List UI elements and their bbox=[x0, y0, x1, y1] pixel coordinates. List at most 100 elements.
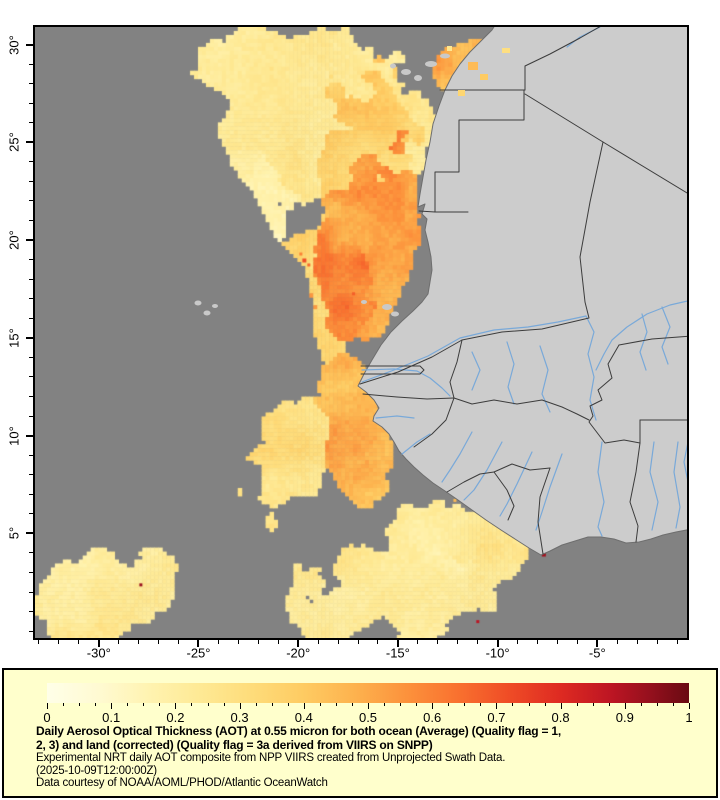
country-border bbox=[446, 471, 495, 493]
colorbar-tick-label: 0.4 bbox=[294, 710, 313, 725]
aot-land-patch bbox=[480, 74, 488, 80]
x-tick-label: -30° bbox=[86, 645, 111, 661]
island bbox=[401, 69, 411, 75]
x-minor-tick bbox=[417, 640, 419, 644]
map-plot-area bbox=[33, 25, 689, 640]
colorbar-minor-tick bbox=[319, 703, 321, 706]
country-border bbox=[461, 141, 604, 341]
colorbar-minor-tick bbox=[672, 703, 674, 706]
colorbar-minor-tick bbox=[255, 703, 257, 706]
colorbar-major-tick bbox=[239, 703, 241, 709]
river bbox=[673, 441, 681, 529]
river bbox=[649, 441, 659, 531]
y-major-tick bbox=[26, 239, 33, 242]
river bbox=[661, 306, 671, 365]
y-major-tick bbox=[26, 141, 33, 144]
colorbar-major-tick bbox=[111, 703, 113, 709]
colorbar-minor-tick bbox=[416, 703, 418, 706]
x-minor-tick bbox=[138, 640, 140, 644]
y-minor-tick bbox=[29, 200, 33, 202]
island bbox=[440, 53, 450, 59]
x-minor-tick bbox=[217, 640, 219, 644]
colorbar-major-tick bbox=[624, 703, 626, 709]
country-border bbox=[453, 397, 590, 421]
river bbox=[361, 368, 451, 397]
x-minor-tick bbox=[616, 640, 618, 644]
country-border bbox=[359, 339, 463, 385]
river bbox=[441, 431, 473, 483]
river bbox=[375, 415, 415, 419]
colorbar-minor-tick bbox=[384, 703, 386, 706]
colorbar-tick-label: 0 bbox=[43, 710, 51, 725]
x-minor-tick bbox=[477, 640, 479, 644]
y-minor-tick bbox=[29, 630, 33, 632]
caption-title-line-2: 2, 3) and land (corrected) (Quality flag… bbox=[36, 737, 433, 752]
colorbar-minor-tick bbox=[207, 703, 209, 706]
y-minor-tick bbox=[29, 63, 33, 65]
country-border bbox=[413, 397, 455, 448]
colorbar-minor-tick bbox=[271, 703, 273, 706]
colorbar-minor-tick bbox=[544, 703, 546, 706]
colorbar-major-tick bbox=[175, 703, 177, 709]
x-minor-tick bbox=[58, 640, 60, 644]
country-border bbox=[493, 463, 551, 473]
country-border bbox=[588, 344, 641, 444]
x-major-tick bbox=[496, 640, 499, 647]
river bbox=[471, 351, 481, 391]
aot-land-patch bbox=[458, 90, 465, 96]
colorbar-minor-tick bbox=[400, 703, 402, 706]
x-minor-tick bbox=[676, 640, 678, 644]
y-tick-label: 15° bbox=[6, 328, 22, 348]
y-minor-tick bbox=[29, 220, 33, 222]
legend-panel: Daily Aerosol Optical Thickness (AOT) at… bbox=[2, 668, 718, 798]
x-tick-label: -5° bbox=[588, 645, 606, 661]
figure-caption: Daily Aerosol Optical Thickness (AOT) at… bbox=[36, 724, 706, 790]
y-minor-tick bbox=[29, 513, 33, 515]
river bbox=[535, 453, 563, 531]
colorbar-major-tick bbox=[496, 703, 498, 709]
x-minor-tick bbox=[457, 640, 459, 644]
x-major-tick bbox=[396, 640, 399, 647]
y-tick-label: 20° bbox=[6, 230, 22, 250]
y-tick-label: 10° bbox=[6, 425, 22, 446]
colorbar-minor-tick bbox=[79, 703, 81, 706]
x-minor-tick bbox=[158, 640, 160, 644]
colorbar-tick-label: 0.9 bbox=[615, 710, 634, 725]
y-minor-tick bbox=[29, 415, 33, 417]
x-major-tick bbox=[197, 640, 200, 647]
country-border bbox=[360, 365, 425, 375]
y-minor-tick bbox=[29, 180, 33, 182]
colorbar-minor-tick bbox=[95, 703, 97, 706]
colorbar-tick-label: 0.3 bbox=[230, 710, 249, 725]
x-minor-tick bbox=[317, 640, 319, 644]
colorbar-tick-label: 0.5 bbox=[358, 710, 378, 725]
island bbox=[425, 61, 437, 67]
river bbox=[585, 315, 597, 421]
colorbar-minor-tick bbox=[223, 703, 225, 706]
aot-land-patch bbox=[502, 48, 510, 53]
y-minor-tick bbox=[29, 278, 33, 280]
colorbar-minor-tick bbox=[656, 703, 658, 706]
country-border bbox=[537, 467, 551, 555]
country-border bbox=[493, 471, 515, 521]
colorbar-minor-tick bbox=[287, 703, 289, 706]
y-major-tick bbox=[26, 532, 33, 535]
colorbar-minor-tick bbox=[191, 703, 193, 706]
y-minor-tick bbox=[29, 552, 33, 554]
y-major-tick bbox=[26, 434, 33, 437]
river bbox=[539, 345, 551, 413]
colorbar-minor-tick bbox=[63, 703, 65, 706]
river bbox=[597, 441, 605, 537]
country-border bbox=[524, 27, 601, 91]
y-minor-tick bbox=[29, 83, 33, 85]
y-minor-tick bbox=[29, 474, 33, 476]
y-minor-tick bbox=[29, 493, 33, 495]
y-minor-tick bbox=[29, 356, 33, 358]
aot-land-patch bbox=[447, 46, 452, 51]
colorbar-major-tick bbox=[47, 703, 48, 709]
x-minor-tick bbox=[257, 640, 259, 644]
geography-overlay bbox=[194, 27, 687, 556]
y-minor-tick bbox=[29, 161, 33, 163]
y-minor-tick bbox=[29, 122, 33, 124]
colorbar-major-tick bbox=[560, 703, 562, 709]
